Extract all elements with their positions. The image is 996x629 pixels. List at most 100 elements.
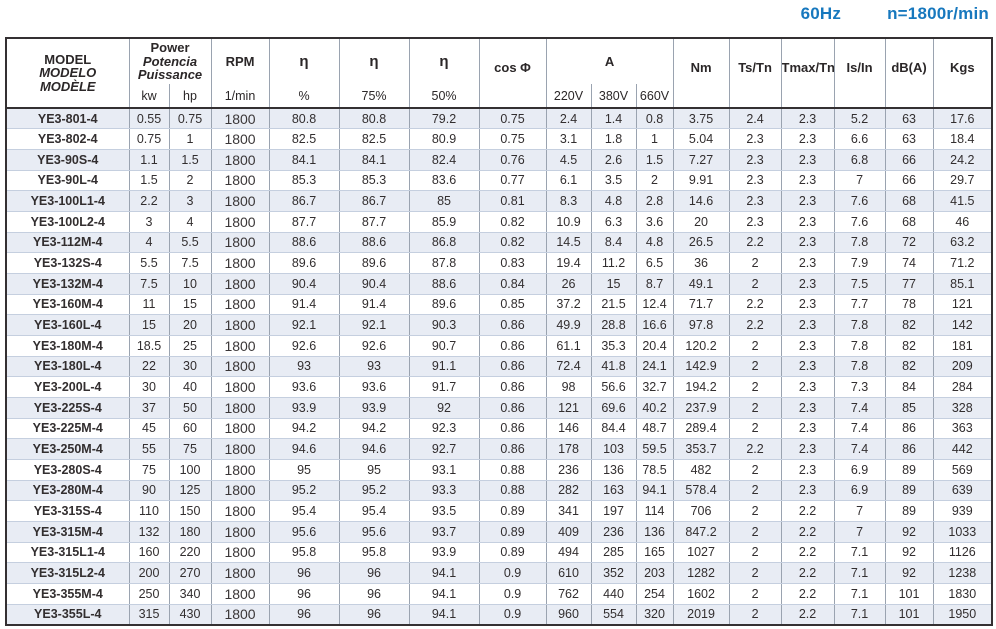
subheader-220v: 220V — [545, 84, 592, 108]
value-cell: 88.6 — [408, 272, 480, 295]
value-cell: 142.9 — [672, 355, 730, 378]
value-cell: 56.6 — [590, 376, 637, 398]
value-cell: 7.27 — [672, 148, 730, 171]
value-cell: 939 — [932, 500, 993, 522]
value-cell: 847.2 — [672, 520, 730, 543]
value-cell: 20 — [672, 210, 730, 233]
value-cell: 203 — [635, 562, 674, 584]
value-cell: 0.88 — [478, 479, 547, 502]
table-row: YE3-280S-4 75 100 1800 95 95 93.1 0.88 236 136 78.… — [5, 458, 993, 481]
col-header-model: MODEL MODELO MODÈLE — [5, 38, 130, 108]
value-cell: 15 — [590, 272, 637, 295]
value-cell: 6.3 — [590, 210, 637, 233]
value-cell: 2019 — [672, 603, 730, 626]
value-cell: 7.4 — [833, 396, 886, 419]
value-cell: 11.2 — [590, 252, 637, 274]
value-cell: 55 — [128, 438, 170, 460]
value-cell: 96 — [338, 603, 410, 626]
value-cell: 8.4 — [590, 231, 637, 254]
value-cell: 20.4 — [635, 334, 674, 357]
value-cell: 7 — [833, 500, 886, 522]
value-cell: 1800 — [210, 128, 270, 150]
table-row: YE3-225S-4 37 50 1800 93.9 93.9 92 0.86 121 69.6 4… — [5, 396, 993, 419]
subheader-eta50: 50% — [408, 84, 480, 108]
value-cell: 0.75 — [168, 107, 212, 130]
value-cell: 86.7 — [268, 190, 340, 212]
value-cell: 6.1 — [545, 169, 592, 192]
value-cell: 1950 — [932, 603, 993, 626]
value-cell: 86 — [884, 438, 934, 460]
col-header-eta50: η — [408, 38, 480, 84]
model-cell: YE3-250M-4 — [5, 438, 130, 460]
value-cell: 2 — [728, 582, 782, 605]
model-cell: YE3-802-4 — [5, 128, 130, 150]
value-cell: 83.6 — [408, 169, 480, 192]
value-cell: 79.2 — [408, 107, 480, 130]
model-cell: YE3-280M-4 — [5, 479, 130, 502]
value-cell: 88.6 — [268, 231, 340, 254]
value-cell: 7.6 — [833, 190, 886, 212]
value-cell: 82 — [884, 314, 934, 336]
value-cell: 7 — [833, 520, 886, 543]
value-cell: 2.3 — [728, 190, 782, 212]
value-cell: 2.3 — [780, 210, 835, 233]
value-cell: 569 — [932, 458, 993, 481]
model-cell: YE3-132S-4 — [5, 252, 130, 274]
value-cell: 2.2 — [780, 562, 835, 584]
value-cell: 1800 — [210, 334, 270, 357]
value-cell: 7.8 — [833, 334, 886, 357]
value-cell: 78 — [884, 293, 934, 316]
value-cell: 1800 — [210, 520, 270, 543]
value-cell: 89 — [884, 500, 934, 522]
value-cell: 17.6 — [932, 107, 993, 130]
value-cell: 95.6 — [268, 520, 340, 543]
value-cell: 1800 — [210, 355, 270, 378]
value-cell: 2 — [728, 603, 782, 626]
value-cell: 2.3 — [780, 458, 835, 481]
value-cell: 7 — [833, 169, 886, 192]
value-cell: 409 — [545, 520, 592, 543]
value-cell: 2.3 — [780, 396, 835, 419]
value-cell: 163 — [590, 479, 637, 502]
value-cell: 93.6 — [338, 376, 410, 398]
value-cell: 75 — [128, 458, 170, 481]
value-cell: 2 — [635, 169, 674, 192]
col-header-tmax-tn: Tmax/Tn — [780, 38, 835, 108]
value-cell: 61.1 — [545, 334, 592, 357]
value-cell: 29.7 — [932, 169, 993, 192]
value-cell: 30 — [128, 376, 170, 398]
value-cell: 2.3 — [728, 148, 782, 171]
value-cell: 289.4 — [672, 417, 730, 440]
value-cell: 0.89 — [478, 541, 547, 564]
value-cell: 96 — [338, 582, 410, 605]
value-cell: 2.3 — [780, 479, 835, 502]
value-cell: 1800 — [210, 314, 270, 336]
table-row: YE3-90L-4 1.5 2 1800 85.3 85.3 83.6 0.77 6.1 3.5 2… — [5, 169, 993, 192]
value-cell: 22 — [128, 355, 170, 378]
value-cell: 82.5 — [338, 128, 410, 150]
value-cell: 86.7 — [338, 190, 410, 212]
value-cell: 14.5 — [545, 231, 592, 254]
value-cell: 3 — [128, 210, 170, 233]
value-cell: 20 — [168, 314, 212, 336]
value-cell: 75 — [168, 438, 212, 460]
value-cell: 92 — [408, 396, 480, 419]
value-cell: 7.4 — [833, 438, 886, 460]
value-cell: 482 — [672, 458, 730, 481]
model-cell: YE3-315L2-4 — [5, 562, 130, 584]
table-row: YE3-250M-4 55 75 1800 94.6 94.6 92.7 0.86 178 103… — [5, 438, 993, 460]
value-cell: 96 — [268, 582, 340, 605]
value-cell: 71.2 — [932, 252, 993, 274]
value-cell: 0.55 — [128, 107, 170, 130]
value-cell: 442 — [932, 438, 993, 460]
value-cell: 2 — [728, 252, 782, 274]
value-cell: 90 — [128, 479, 170, 502]
value-cell: 136 — [635, 520, 674, 543]
value-cell: 0.76 — [478, 148, 547, 171]
value-cell: 16.6 — [635, 314, 674, 336]
value-cell: 80.8 — [268, 107, 340, 130]
value-cell: 2.3 — [780, 438, 835, 460]
value-cell: 4 — [168, 210, 212, 233]
value-cell: 236 — [590, 520, 637, 543]
value-cell: 639 — [932, 479, 993, 502]
